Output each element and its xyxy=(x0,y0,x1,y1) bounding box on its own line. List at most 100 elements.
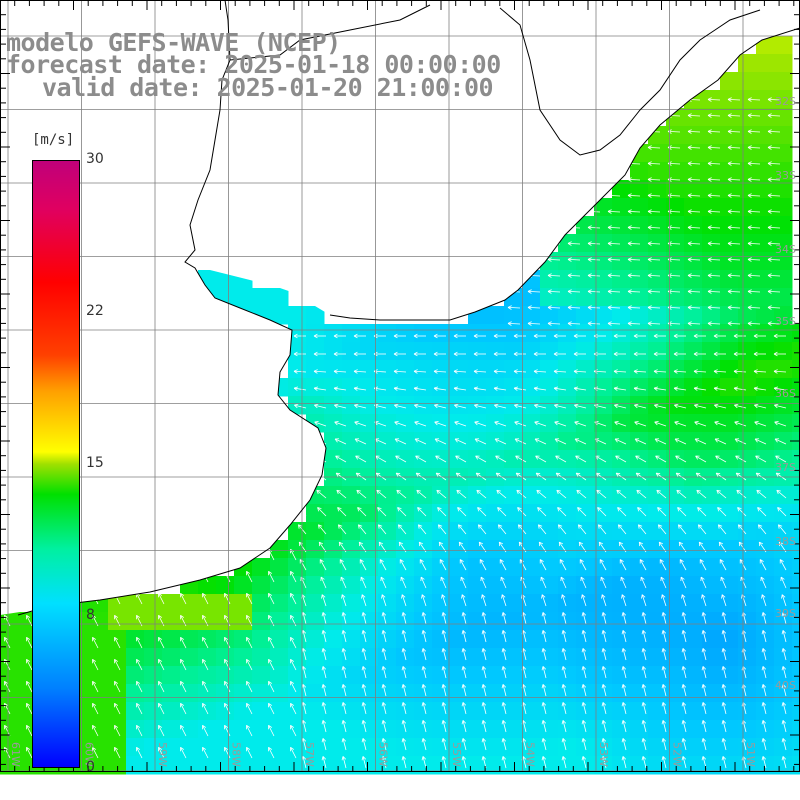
wind-cell xyxy=(144,630,163,649)
wind-cell xyxy=(522,738,541,757)
wind-arrow xyxy=(721,630,727,643)
wind-arrow xyxy=(268,636,275,649)
wind-arrow xyxy=(481,702,487,715)
wind-arrow xyxy=(360,576,367,589)
wind-cell xyxy=(684,432,703,451)
wind-arrow xyxy=(541,756,547,769)
wind-arrow xyxy=(587,225,601,230)
wind-arrow xyxy=(441,702,447,715)
wind-cell xyxy=(378,558,397,577)
wind-cell xyxy=(558,594,577,613)
wind-arrow xyxy=(573,333,586,339)
wind-arrow xyxy=(761,612,767,625)
wind-cell xyxy=(324,684,343,703)
wind-arrow xyxy=(441,756,447,769)
wind-arrow xyxy=(587,305,601,310)
wind-cell xyxy=(540,630,559,649)
wind-cell xyxy=(378,630,397,649)
wind-arrow xyxy=(381,720,387,733)
wind-cell xyxy=(324,558,343,577)
wind-arrow xyxy=(647,193,661,198)
wind-arrow xyxy=(395,455,407,463)
wind-arrow xyxy=(434,438,447,445)
wind-arrow xyxy=(774,421,787,427)
wind-arrow xyxy=(92,658,99,671)
wind-arrow xyxy=(767,129,781,134)
wind-cell xyxy=(594,648,613,667)
wind-cell xyxy=(558,270,577,289)
wind-cell xyxy=(738,342,757,361)
wind-arrow xyxy=(747,129,761,134)
wind-arrow xyxy=(707,257,721,262)
wind-cell xyxy=(396,558,415,577)
wind-arrow xyxy=(734,421,747,427)
wind-arrow xyxy=(660,576,667,589)
wind-cell xyxy=(414,666,433,685)
wind-arrow xyxy=(655,455,667,463)
wind-arrow xyxy=(535,472,547,481)
wind-arrow xyxy=(720,576,727,589)
wind-cell xyxy=(450,594,469,613)
wind-cell xyxy=(360,738,379,757)
wind-arrow xyxy=(381,702,387,715)
wind-arrow xyxy=(514,438,527,445)
wind-arrow xyxy=(721,738,727,751)
wind-cell xyxy=(252,612,271,631)
wind-cell xyxy=(486,486,505,505)
wind-cell xyxy=(720,504,739,523)
wind-arrow xyxy=(756,489,767,499)
wind-arrow xyxy=(676,489,687,499)
wind-cell xyxy=(558,486,577,505)
wind-cell xyxy=(648,594,667,613)
wind-cell xyxy=(126,594,145,613)
wind-cell xyxy=(720,360,739,379)
wind-cell xyxy=(0,630,19,649)
wind-arrow xyxy=(587,257,601,262)
wind-arrow xyxy=(561,738,567,751)
wind-arrow xyxy=(401,702,407,715)
wind-arrow xyxy=(753,369,767,374)
wind-arrow xyxy=(647,321,661,326)
wind-cell xyxy=(414,756,433,775)
wind-cell xyxy=(324,378,343,397)
wind-arrow xyxy=(767,241,781,246)
wind-arrow xyxy=(767,209,781,214)
wind-cell xyxy=(702,540,721,559)
wind-arrow xyxy=(747,193,761,198)
wind-cell xyxy=(738,162,757,181)
wind-arrow xyxy=(477,507,487,517)
wind-cell xyxy=(612,594,631,613)
wind-cell xyxy=(378,702,397,721)
wind-cell xyxy=(108,738,127,757)
wind-arrow xyxy=(781,666,787,679)
wind-arrow xyxy=(681,666,687,679)
wind-arrow xyxy=(634,421,647,427)
wind-arrow xyxy=(673,351,686,357)
wind-arrow xyxy=(637,524,647,535)
wind-cell xyxy=(774,126,793,145)
wind-cell xyxy=(234,630,253,649)
wind-cell xyxy=(756,126,775,145)
wind-arrow xyxy=(661,702,667,715)
wind-arrow xyxy=(437,524,447,535)
wind-cell xyxy=(594,378,613,397)
wind-cell xyxy=(540,756,559,775)
wind-arrow xyxy=(616,489,627,499)
wind-cell xyxy=(558,738,577,757)
wind-cell xyxy=(774,234,793,253)
wind-arrow xyxy=(180,592,187,605)
wind-cell xyxy=(792,378,800,397)
wind-cell xyxy=(342,648,361,667)
wind-cell xyxy=(306,630,325,649)
wind-arrow xyxy=(494,438,507,445)
wind-cell xyxy=(540,324,559,343)
wind-cell xyxy=(504,684,523,703)
wind-cell xyxy=(144,612,163,631)
wind-cell xyxy=(666,216,685,235)
wind-cell xyxy=(126,648,145,667)
wind-cell xyxy=(252,288,271,307)
wind-arrow xyxy=(246,636,253,649)
wind-cell xyxy=(342,576,361,595)
wind-cell xyxy=(684,108,703,127)
wind-arrow xyxy=(759,559,767,571)
